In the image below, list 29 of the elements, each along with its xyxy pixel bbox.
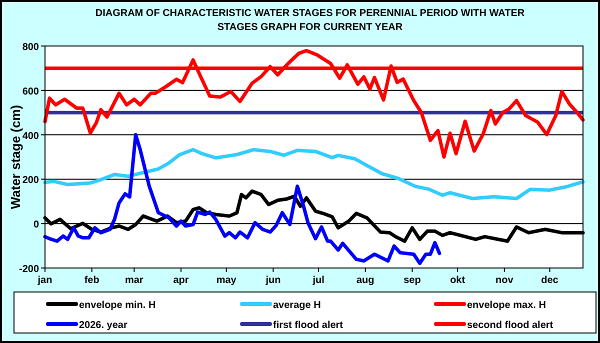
legend-label: envelope max. H <box>467 300 546 311</box>
legend-label: 2026. year <box>79 320 128 331</box>
y-tick-label: 800 <box>22 42 40 53</box>
x-tick-label: dec <box>541 275 559 286</box>
x-tick-label: mar <box>124 275 144 286</box>
x-tick-label: may <box>216 275 237 286</box>
line-series <box>43 133 442 266</box>
chart-title: DIAGRAM OF CHARACTERISTIC WATER STAGES FOR PERENNIAL PERIOD WITH WATER STAGES GRAPH FOR CURRENT YEAR <box>95 8 526 33</box>
x-tick-label: nov <box>496 275 514 286</box>
y-tick-label: 0 <box>33 220 40 231</box>
x-tick-label: jul <box>312 275 325 286</box>
line-series <box>43 48 585 159</box>
x-tick-label: sep <box>404 275 421 286</box>
x-tick-label: aug <box>356 275 374 286</box>
x-tick-label: jun <box>264 275 281 286</box>
legend-label: envelope min. H <box>79 300 156 311</box>
y-tick-label: 200 <box>22 175 40 186</box>
line-series <box>43 148 585 200</box>
legend-label: second flood alert <box>467 320 554 331</box>
y-tick-label: 400 <box>22 130 40 142</box>
x-tick-label: okt <box>450 275 466 286</box>
x-tick-label: feb <box>84 275 100 286</box>
legend-label: average H <box>273 300 321 311</box>
y-tick-label: 600 <box>22 86 40 98</box>
legend-label: first flood alert <box>273 320 344 331</box>
x-tick-label: jan <box>36 275 52 286</box>
y-tick-label: -200 <box>18 264 40 275</box>
y-axis-title: Water stage (cm) <box>8 104 23 210</box>
x-tick-label: apr <box>173 275 189 286</box>
